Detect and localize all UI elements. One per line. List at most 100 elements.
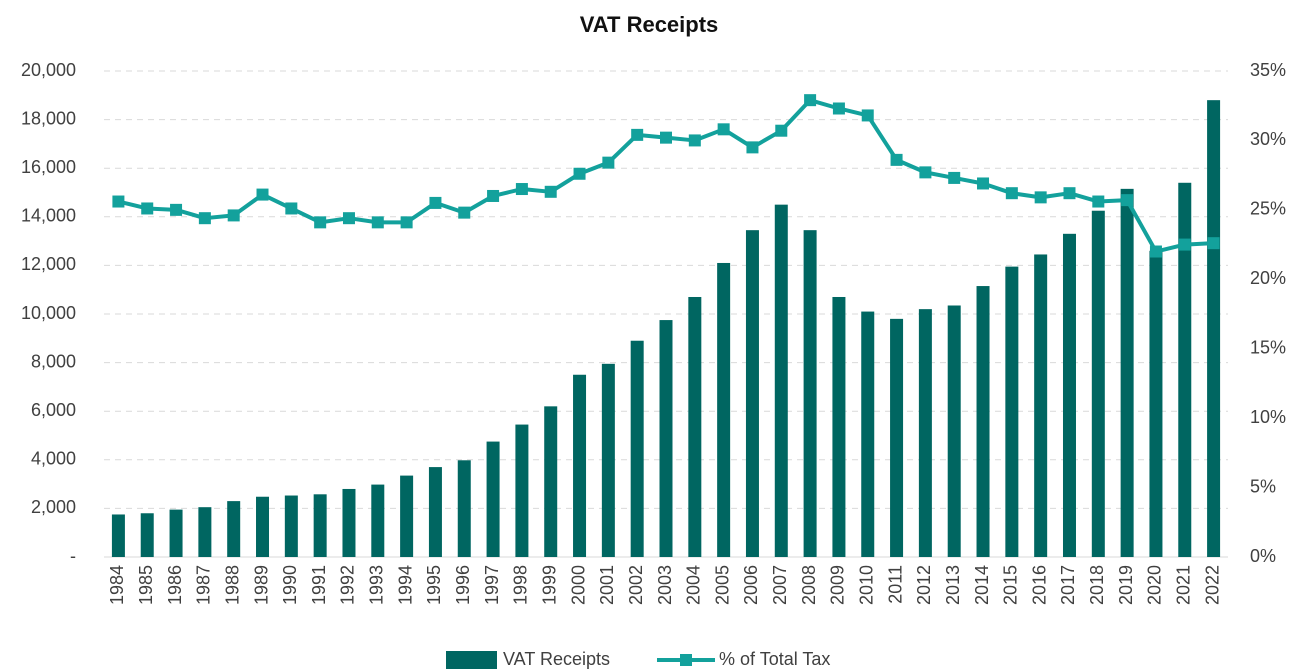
bar [544, 406, 558, 557]
marker [919, 166, 932, 179]
y2-tick-label: 20% [1250, 268, 1286, 288]
y-tick-label: 4,000 [31, 449, 76, 469]
y2-tick-label: 5% [1250, 476, 1276, 496]
marker [832, 102, 845, 115]
marker [314, 216, 327, 229]
bar [1207, 100, 1221, 557]
bar [745, 230, 759, 558]
y-tick-label: 6,000 [31, 400, 76, 420]
bar [803, 230, 817, 558]
marker [1178, 238, 1191, 251]
x-tick-label: 1990 [280, 565, 300, 605]
x-tick-label: 1994 [395, 565, 415, 605]
x-tick-label: 1998 [511, 565, 531, 605]
bar [111, 514, 125, 557]
y-tick-label: 16,000 [21, 157, 76, 177]
marker [890, 153, 903, 166]
bar [630, 340, 644, 557]
marker [1149, 245, 1162, 258]
marker [198, 212, 211, 225]
marker [1092, 195, 1105, 208]
y-tick-label: 10,000 [21, 303, 76, 323]
bar [774, 204, 788, 557]
marker [631, 128, 644, 141]
marker [1121, 194, 1134, 207]
bar [947, 305, 961, 557]
x-tick-label: 1995 [424, 565, 444, 605]
bar [601, 363, 615, 557]
marker [977, 177, 990, 190]
bar [313, 494, 327, 557]
x-tick-label: 1989 [251, 565, 271, 605]
x-tick-label: 2001 [597, 565, 617, 605]
bar [227, 501, 241, 557]
line [117, 98, 1214, 254]
x-tick-label: 1987 [194, 565, 214, 605]
marker [170, 203, 183, 216]
bar [918, 309, 932, 557]
bar [659, 320, 673, 557]
y-tick-label: 8,000 [31, 351, 76, 371]
x-tick-label: 2011 [885, 565, 905, 604]
legend-label: % of Total Tax [719, 649, 830, 669]
bar [198, 507, 212, 557]
bar [371, 484, 385, 557]
bar [1062, 233, 1076, 557]
bar [717, 262, 731, 557]
x-tick-label: 1986 [165, 565, 185, 605]
marker [861, 109, 874, 122]
marker [746, 141, 759, 154]
x-tick-label: 1992 [338, 565, 358, 605]
x-tick-label: 1984 [107, 565, 127, 605]
bar [400, 475, 414, 557]
x-tick-label: 2008 [799, 565, 819, 605]
bar [284, 495, 298, 557]
y-tick-label: 20,000 [21, 60, 76, 80]
marker [141, 202, 154, 215]
bar [256, 496, 270, 557]
x-tick-label: 2021 [1174, 565, 1194, 605]
legend-label: VAT Receipts [503, 649, 610, 669]
x-tick-label: 2005 [712, 565, 732, 605]
bar [1120, 188, 1134, 558]
bar [1034, 254, 1048, 557]
y-tick-label: - [70, 546, 76, 566]
legend-swatch [680, 654, 692, 666]
x-tick-label: 1988 [222, 565, 242, 605]
bar [688, 296, 702, 557]
marker [948, 171, 961, 184]
marker [804, 94, 817, 107]
bar [861, 311, 875, 557]
marker [285, 202, 298, 215]
marker [1207, 237, 1220, 250]
y2-tick-label: 15% [1250, 337, 1286, 357]
legend-swatch [446, 651, 497, 669]
marker [660, 131, 672, 144]
chart-title: VAT Receipts [580, 12, 719, 37]
y2-tick-label: 25% [1250, 199, 1286, 219]
y2-tick-label: 0% [1250, 546, 1276, 566]
x-tick-label: 2006 [741, 565, 761, 605]
marker [342, 212, 355, 225]
x-tick-label: 2014 [972, 565, 992, 605]
bar [486, 441, 500, 557]
x-tick-label: 1993 [367, 565, 387, 605]
marker [112, 195, 125, 208]
x-tick-label: 2007 [770, 565, 790, 605]
x-tick-label: 2009 [828, 565, 848, 605]
bar [457, 460, 471, 557]
marker [227, 209, 240, 222]
marker [775, 124, 788, 137]
marker [602, 156, 615, 169]
x-tick-label: 2000 [568, 565, 588, 605]
bar [573, 374, 587, 557]
marker [515, 183, 528, 196]
bar [976, 286, 990, 557]
y-tick-label: 12,000 [21, 254, 76, 274]
bar [832, 296, 846, 557]
x-tick-label: 1991 [309, 565, 329, 605]
x-tick-label: 2019 [1116, 565, 1136, 605]
x-tick-label: 2022 [1202, 565, 1222, 605]
bar [169, 509, 183, 557]
